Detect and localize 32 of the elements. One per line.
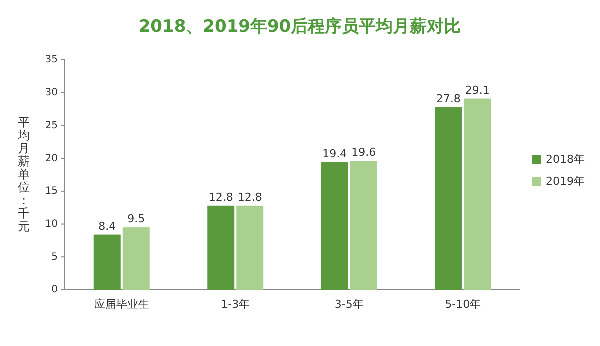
x-tick-label: 3-5年 (334, 298, 364, 311)
y-tick-label: 25 (45, 120, 58, 132)
legend-label: 2018年 (546, 153, 585, 166)
bar (122, 228, 150, 290)
x-tick-label: 1-3年 (221, 298, 250, 311)
y-tick-label: 0 (52, 284, 58, 296)
bar (94, 234, 121, 290)
y-tick-label: 30 (45, 88, 58, 99)
legend-label: 2019年 (546, 175, 585, 188)
bar (208, 206, 235, 290)
y-tick-label: 5 (52, 252, 58, 263)
data-label: 12.8 (238, 190, 262, 204)
data-label: 8.4 (98, 220, 116, 233)
bar (435, 107, 462, 290)
bar (350, 161, 378, 290)
data-label: 29.1 (465, 84, 490, 97)
y-tick-label: 35 (45, 54, 58, 66)
data-label: 19.6 (352, 146, 376, 160)
data-label: 12.8 (208, 190, 234, 204)
data-label: 27.8 (436, 92, 461, 106)
y-tick-label: 10 (45, 219, 58, 230)
bar (321, 162, 348, 290)
bar (236, 206, 264, 290)
chart-title: 2018、2019年90后程序员平均月薪对比 (138, 17, 462, 37)
data-label: 19.4 (322, 148, 348, 161)
y-tick-label: 15 (45, 186, 58, 198)
data-label: 9.5 (128, 212, 146, 226)
text: 平均月薪单位：千元 (18, 115, 30, 234)
bar (464, 98, 492, 290)
x-tick-label: 应届毕业生 (94, 298, 150, 311)
x-tick-label: 5-10年 (445, 298, 482, 311)
y-tick-label: 20 (45, 153, 58, 164)
